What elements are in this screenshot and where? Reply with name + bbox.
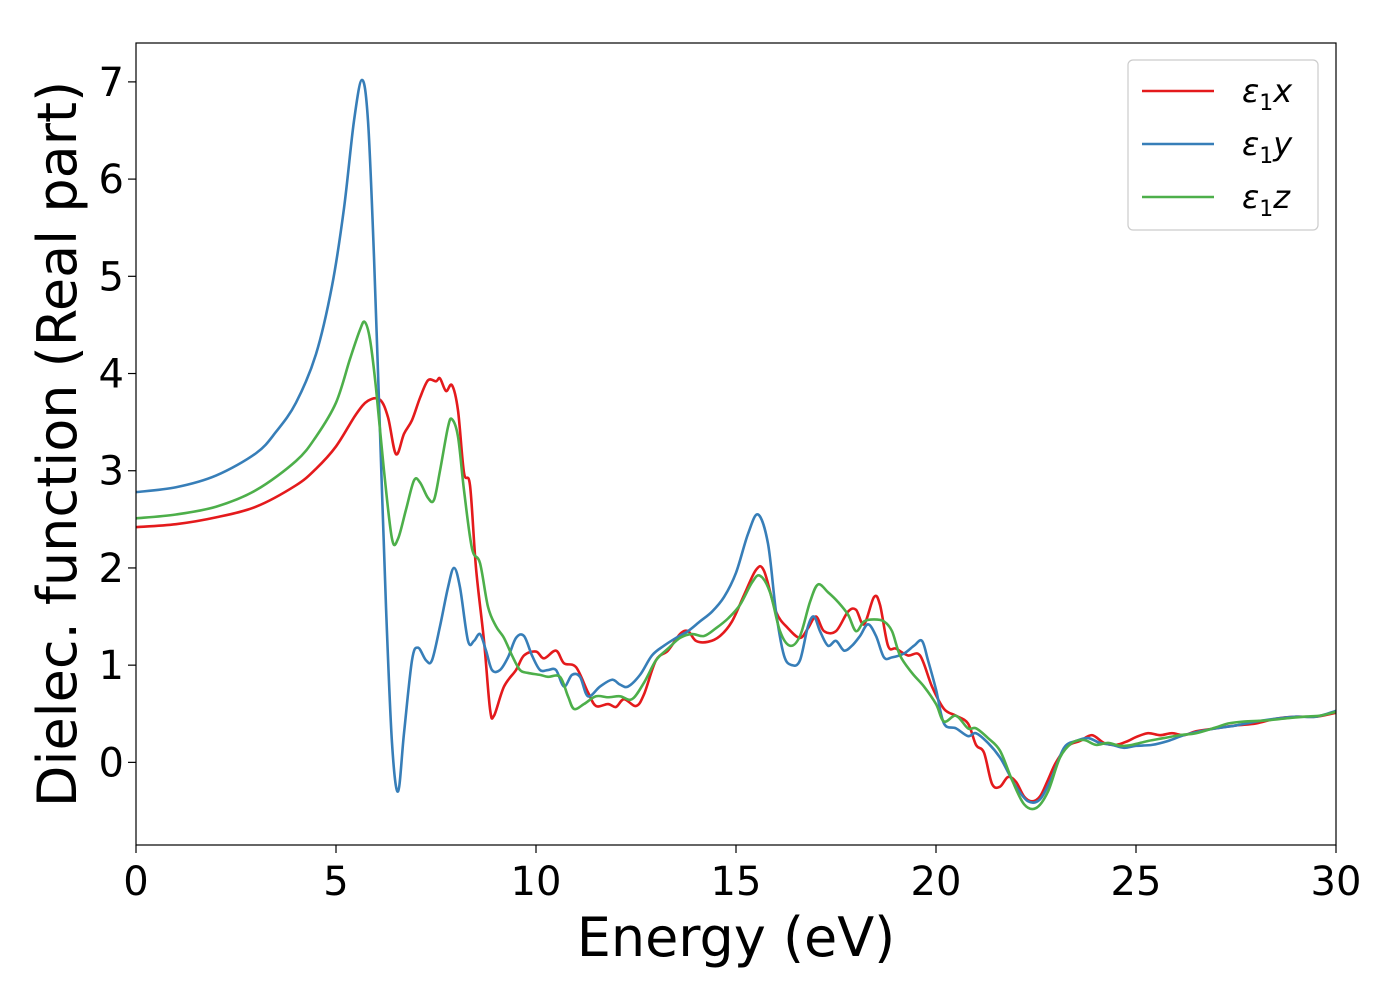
- series-line-z: [136, 320, 1336, 811]
- legend-label-y: ε1y: [1242, 125, 1293, 169]
- y-axis-title: Dielec. function (Real part): [26, 81, 89, 807]
- legend-box: [1127, 59, 1319, 231]
- y-tick-label: 1: [99, 643, 124, 689]
- legend-label-x: ε1x: [1242, 72, 1293, 116]
- x-tick-label: 5: [323, 859, 348, 905]
- x-tick-label: 25: [1111, 859, 1162, 905]
- y-tick-label: 6: [99, 157, 124, 203]
- y-tick-label: 0: [99, 740, 124, 786]
- y-tick-label: 2: [99, 546, 124, 592]
- x-axis-title: Energy (eV): [577, 906, 896, 969]
- series-line-y: [136, 78, 1336, 804]
- y-tick-label: 3: [99, 449, 124, 495]
- y-tick-label: 5: [99, 254, 124, 300]
- x-tick-label: 30: [1311, 859, 1362, 905]
- x-tick-label: 10: [511, 859, 562, 905]
- y-tick-label: 7: [99, 60, 124, 106]
- y-axis-ticks: 0 1 2 3 4 5 6 7: [99, 60, 136, 786]
- x-tick-label: 20: [911, 859, 962, 905]
- x-axis-ticks: 0 5 10 15 20 25 30: [123, 845, 1361, 905]
- legend: ε1x ε1y ε1z: [1127, 59, 1319, 231]
- legend-label-z: ε1z: [1242, 178, 1291, 222]
- x-tick-label: 0: [123, 859, 148, 905]
- y-tick-label: 4: [99, 352, 124, 398]
- series-layer: [136, 78, 1336, 811]
- x-tick-label: 15: [711, 859, 762, 905]
